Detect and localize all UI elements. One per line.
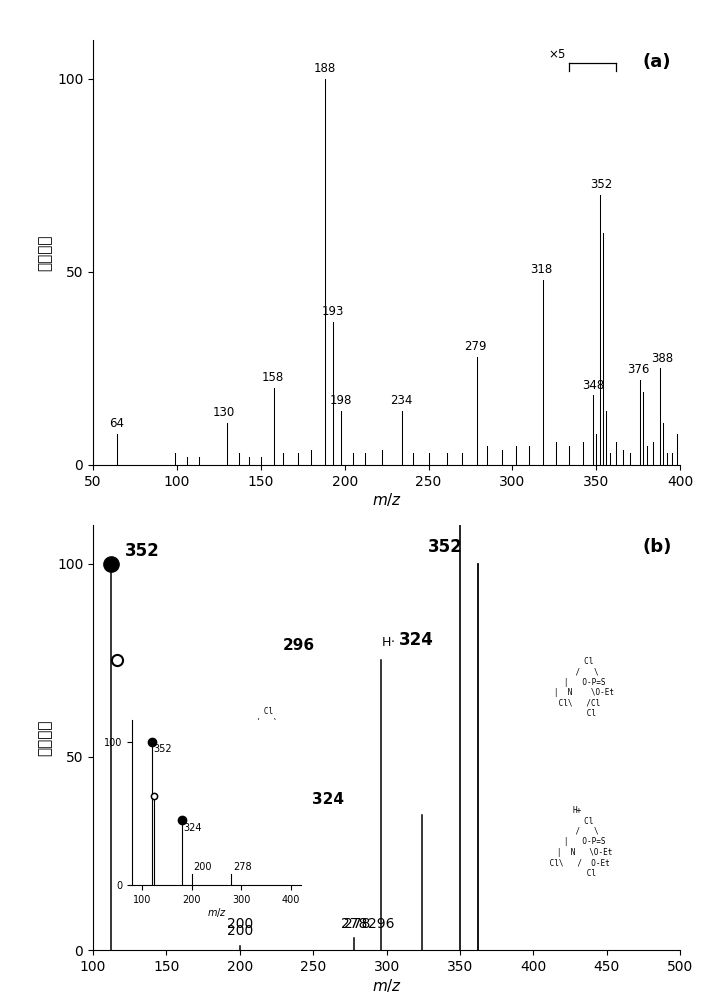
Text: 296: 296 xyxy=(367,917,394,931)
Text: 200: 200 xyxy=(227,924,253,938)
Text: 234: 234 xyxy=(390,394,413,407)
Text: 200: 200 xyxy=(193,862,212,872)
Text: 198: 198 xyxy=(330,394,352,407)
Text: $\times$5: $\times$5 xyxy=(548,48,566,61)
X-axis label: $m/z$: $m/z$ xyxy=(206,906,227,919)
Text: 352: 352 xyxy=(154,744,173,754)
Text: Cl
  /   \
 |   O-P=S
 |  N    \OH
Cl\   /Cl
    Cl: Cl / \ | O-P=S | N \OH Cl\ /Cl Cl xyxy=(234,707,290,768)
Text: 324: 324 xyxy=(312,792,344,807)
Text: 278: 278 xyxy=(341,917,367,931)
Text: 352: 352 xyxy=(125,542,160,560)
Text: 279: 279 xyxy=(464,340,487,353)
Text: 352: 352 xyxy=(428,538,463,556)
Text: 324: 324 xyxy=(183,823,202,833)
Text: 130: 130 xyxy=(213,406,235,419)
Text: Cl
    /   \
   |   O-P=S
   |  N    \O-Et
 Cl\   /Cl
      Cl: Cl / \ | O-P=S | N \O-Et Cl\ /Cl Cl xyxy=(541,657,614,718)
Text: 64: 64 xyxy=(109,417,124,430)
Text: 278: 278 xyxy=(233,862,251,872)
Text: 388: 388 xyxy=(651,352,673,365)
Text: (a): (a) xyxy=(643,53,672,71)
Text: 193: 193 xyxy=(321,305,344,318)
Text: 318: 318 xyxy=(530,263,552,276)
Text: H+
     Cl
    /   \
   |   O-P=S
   |  N   \O-Et
 Cl\   /  O-Et
      Cl: H+ Cl / \ | O-P=S | N \O-Et Cl\ / O-Et C… xyxy=(543,806,612,878)
Text: 200: 200 xyxy=(227,917,253,931)
Text: 158: 158 xyxy=(261,371,284,384)
X-axis label: $m/z$: $m/z$ xyxy=(372,976,402,994)
Y-axis label: 信号丰度: 信号丰度 xyxy=(38,234,53,271)
Text: 348: 348 xyxy=(582,379,604,392)
Text: 324: 324 xyxy=(398,631,433,649)
Text: 188: 188 xyxy=(314,62,336,75)
Y-axis label: 信号丰度: 信号丰度 xyxy=(38,719,53,756)
Text: 278: 278 xyxy=(344,917,370,931)
Text: (b): (b) xyxy=(642,538,672,556)
Text: 352: 352 xyxy=(590,178,612,191)
Text: 376: 376 xyxy=(627,363,649,376)
X-axis label: $m/z$: $m/z$ xyxy=(372,491,402,508)
Text: 296: 296 xyxy=(283,638,314,652)
Text: H$\cdot$: H$\cdot$ xyxy=(382,636,395,649)
